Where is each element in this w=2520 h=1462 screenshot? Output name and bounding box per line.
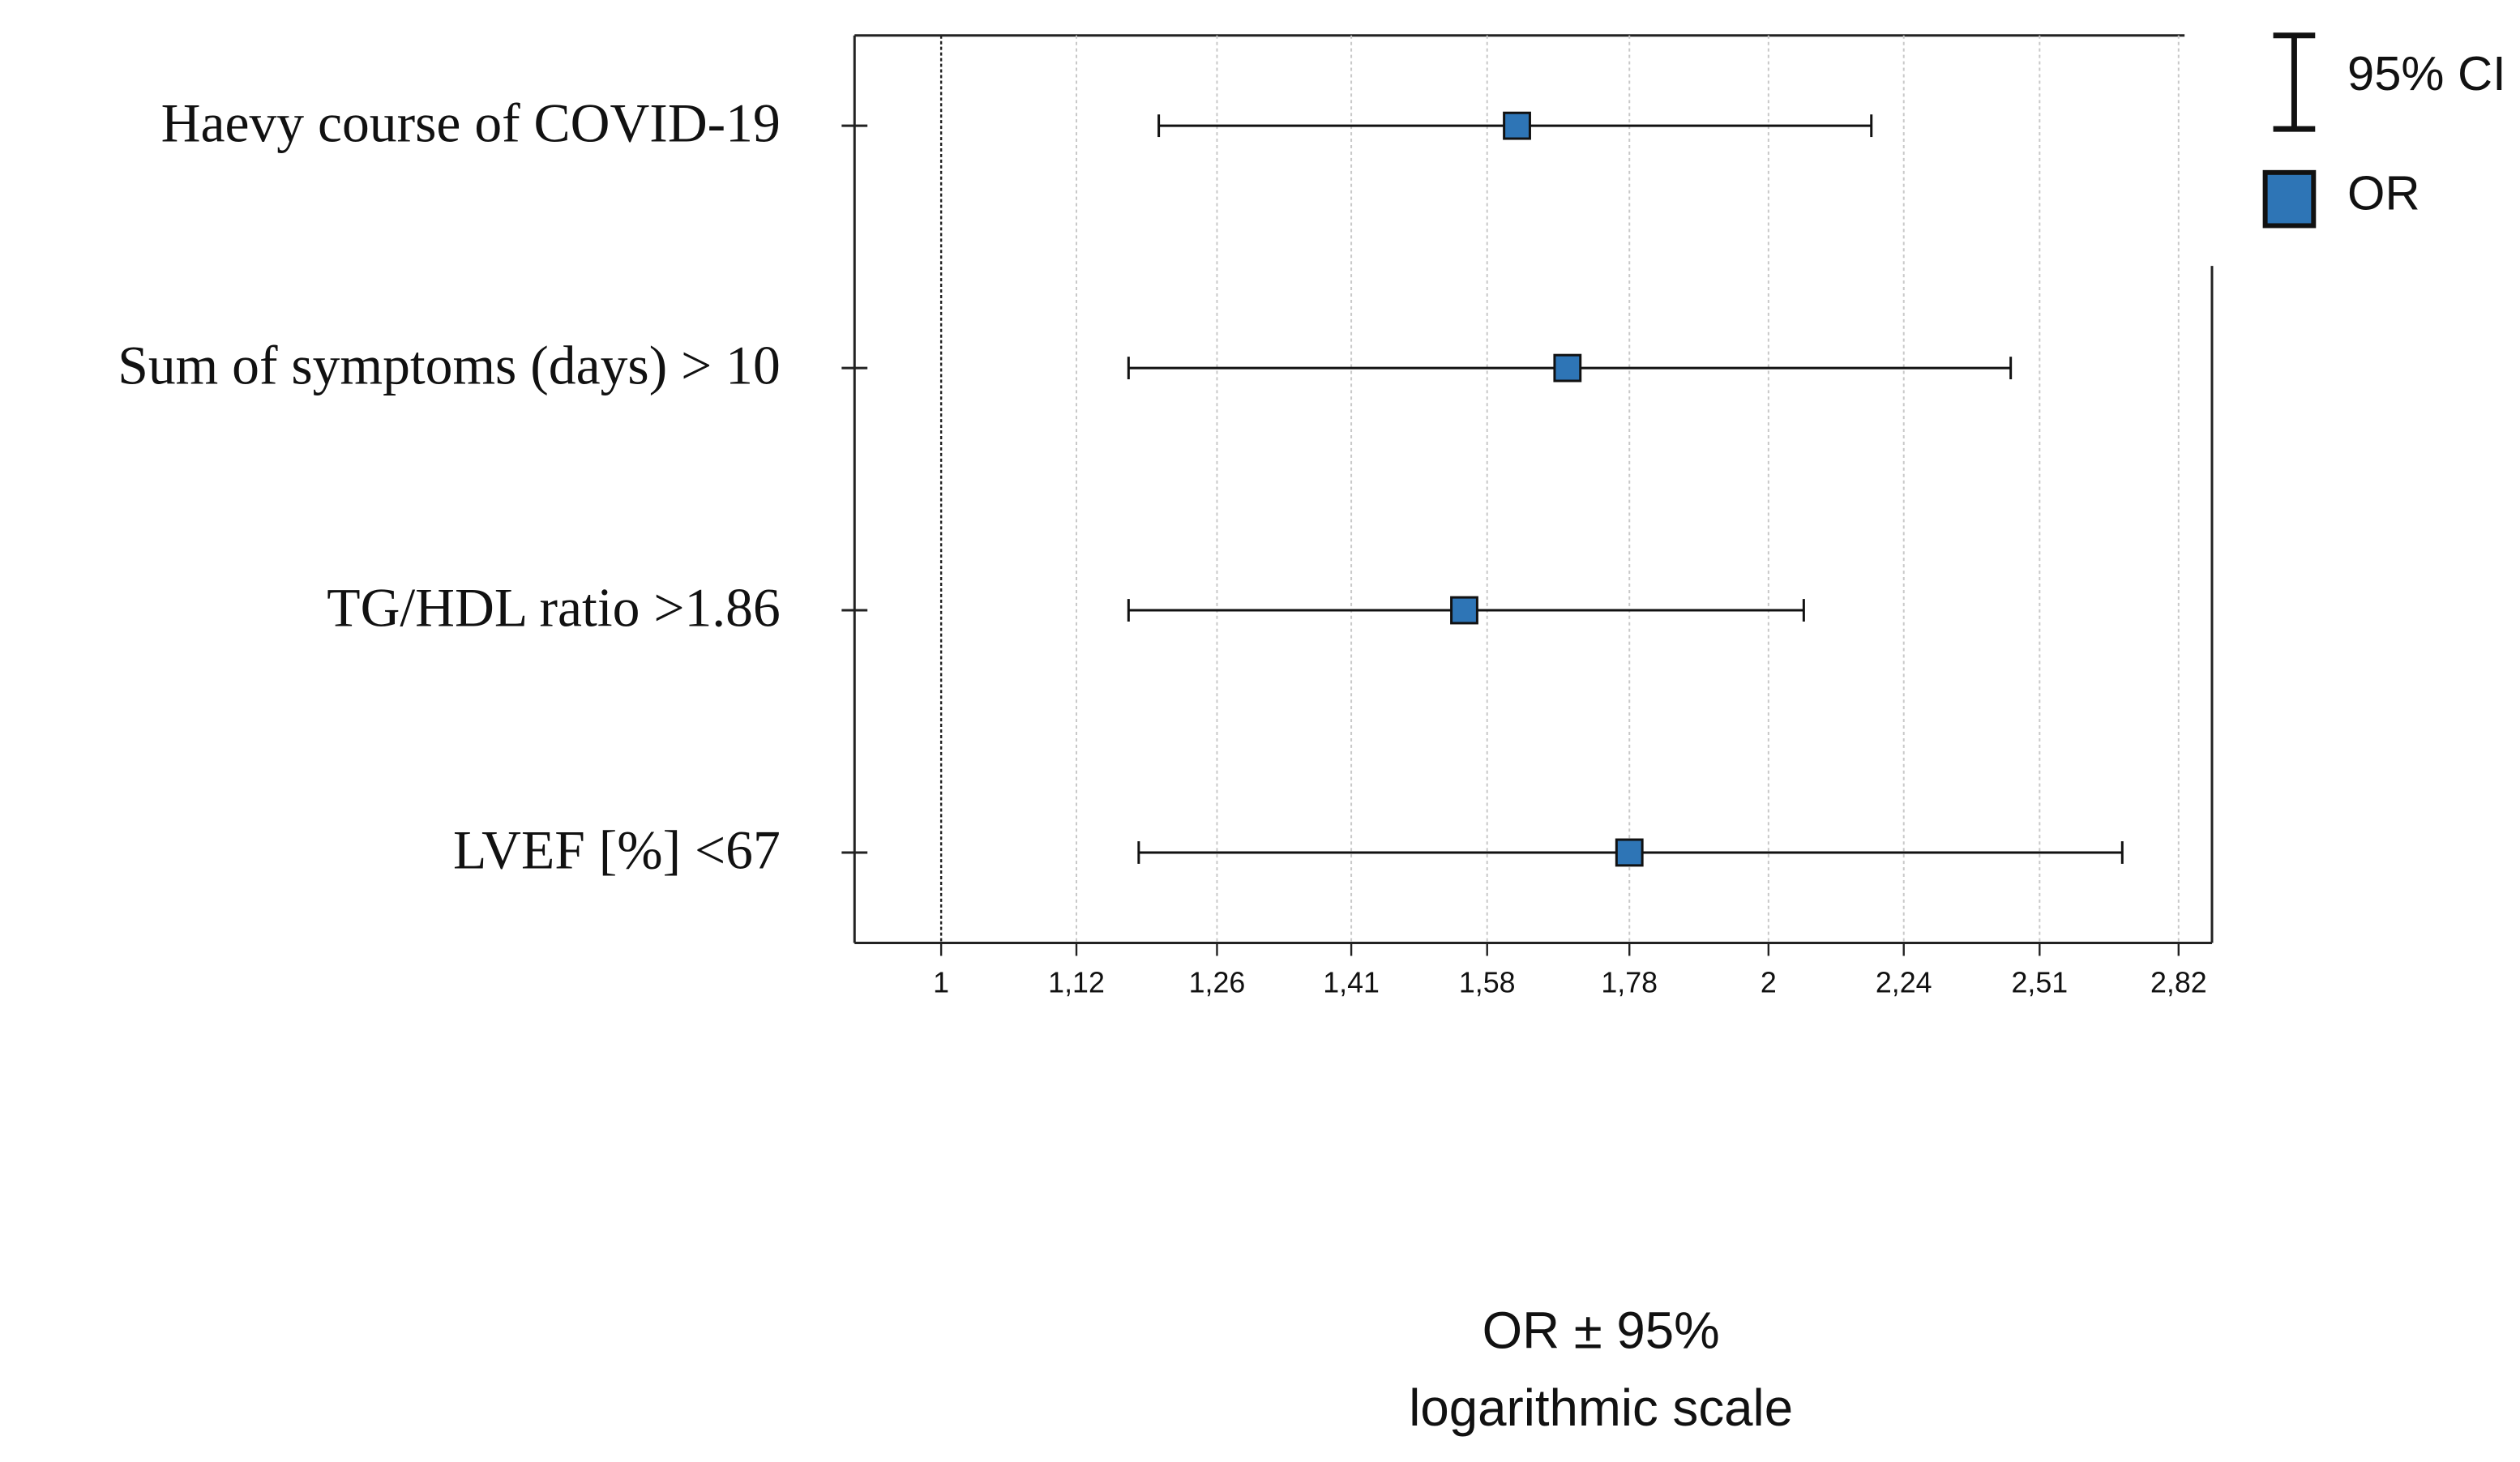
x-tick-label: 1 bbox=[933, 967, 949, 999]
category-label: Haevy course of COVID-19 bbox=[161, 93, 781, 154]
legend: 95% CI OR bbox=[2262, 32, 2506, 229]
legend-or-label: OR bbox=[2347, 165, 2419, 220]
or-marker bbox=[1503, 111, 1531, 140]
x-tick-label: 2,24 bbox=[1876, 967, 1932, 999]
x-axis-label: logarithmic scale bbox=[1409, 1379, 1793, 1437]
x-tick-label: 2,51 bbox=[2011, 967, 2068, 999]
x-tick-label: 2,82 bbox=[2150, 967, 2207, 999]
legend-or-icon bbox=[2262, 169, 2317, 229]
legend-ci-icon bbox=[2273, 32, 2316, 132]
x-tick-label: 1,41 bbox=[1323, 967, 1380, 999]
x-tick-label: 1,12 bbox=[1048, 967, 1105, 999]
x-tick-label: 2 bbox=[1761, 967, 1777, 999]
legend-ci-label: 95% CI bbox=[2347, 46, 2506, 100]
x-tick-label: 1,26 bbox=[1189, 967, 1246, 999]
category-label: Sum of symptoms (days) > 10 bbox=[118, 336, 781, 396]
x-tick-label: 1,58 bbox=[1459, 967, 1516, 999]
or-marker bbox=[1450, 596, 1478, 625]
category-label: LVEF [%] <67 bbox=[453, 819, 781, 880]
or-marker bbox=[1553, 353, 1582, 383]
x-tick-label: 1,78 bbox=[1601, 967, 1658, 999]
x-axis-label: OR ± 95% bbox=[1482, 1302, 1720, 1360]
or-marker bbox=[1615, 838, 1644, 867]
category-label: TG/HDL ratio >1.86 bbox=[327, 578, 781, 639]
